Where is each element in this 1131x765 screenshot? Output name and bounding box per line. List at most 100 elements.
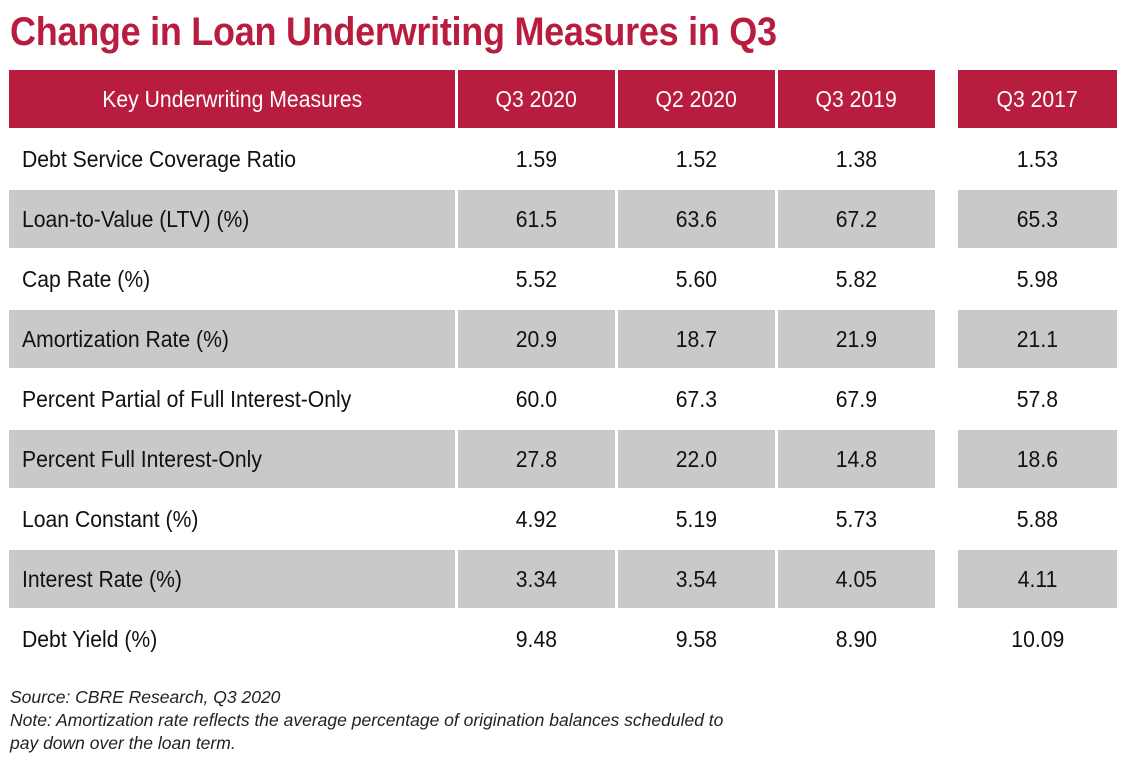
- table-cell-text: 5.73: [835, 505, 878, 532]
- table-cell: 67.3: [618, 370, 775, 428]
- table-cell: 65.3: [958, 190, 1117, 248]
- table-cell: 18.7: [618, 310, 775, 368]
- column-header-0-text: Key Underwriting Measures: [102, 85, 362, 112]
- column-header-2: Q2 2020: [618, 70, 775, 128]
- table-cell: 8.90: [778, 610, 935, 668]
- table-cell-text: 27.8: [515, 445, 558, 472]
- table-cell-text: 3.34: [515, 565, 558, 592]
- table-cell-text: 9.58: [675, 625, 718, 652]
- table-cell: 1.53: [958, 130, 1117, 188]
- table-cell: 21.1: [958, 310, 1117, 368]
- table-cell-text: 22.0: [675, 445, 718, 472]
- column-header-4: Q3 2017: [958, 70, 1117, 128]
- table-cell-text: 4.05: [835, 565, 878, 592]
- table-cell-text: 5.60: [675, 265, 718, 292]
- table-cell: 1.38: [778, 130, 935, 188]
- column-header-0: Key Underwriting Measures: [9, 70, 455, 128]
- row-label-text: Percent Full Interest-Only: [22, 445, 262, 472]
- table-cell: 5.82: [778, 250, 935, 308]
- column-header-4-text: Q3 2017: [996, 85, 1079, 112]
- table-cell: 67.9: [778, 370, 935, 428]
- table-cell: 22.0: [618, 430, 775, 488]
- table-cell-text: 60.0: [515, 385, 558, 412]
- row-label-text: Percent Partial of Full Interest-Only: [22, 385, 352, 412]
- column-header-1-text: Q3 2020: [495, 85, 578, 112]
- table-cell-text: 21.9: [835, 325, 878, 352]
- table-cell-text: 67.2: [835, 205, 878, 232]
- table-cell-text: 61.5: [515, 205, 558, 232]
- row-label: Interest Rate (%): [9, 550, 455, 608]
- table-cell: 4.11: [958, 550, 1117, 608]
- row-label: Cap Rate (%): [9, 250, 455, 308]
- footnote-line-1: Note: Amortization rate reflects the ave…: [10, 710, 724, 730]
- table-cell: 20.9: [458, 310, 615, 368]
- table-cell: 61.5: [458, 190, 615, 248]
- row-label: Debt Yield (%): [9, 610, 455, 668]
- chart-title: Change in Loan Underwriting Measures in …: [10, 10, 777, 54]
- table-cell: 10.09: [958, 610, 1117, 668]
- table-cell: 5.73: [778, 490, 935, 548]
- column-header-3-text: Q3 2019: [815, 85, 898, 112]
- table-cell-text: 8.90: [835, 625, 878, 652]
- row-label: Debt Service Coverage Ratio: [9, 130, 455, 188]
- row-label-text: Amortization Rate (%): [22, 325, 229, 352]
- table-cell: 9.58: [618, 610, 775, 668]
- table-cell-text: 18.7: [675, 325, 718, 352]
- table-cell-text: 14.8: [835, 445, 878, 472]
- column-header-2-text: Q2 2020: [655, 85, 738, 112]
- table-cell-text: 1.59: [515, 145, 558, 172]
- row-label: Percent Partial of Full Interest-Only: [9, 370, 455, 428]
- table-cell-text: 1.52: [675, 145, 718, 172]
- table-cell-text: 1.53: [1016, 145, 1059, 172]
- table-cell-text: 21.1: [1016, 325, 1059, 352]
- table-cell: 5.52: [458, 250, 615, 308]
- table-cell-text: 5.88: [1016, 505, 1059, 532]
- table-cell-text: 67.9: [835, 385, 878, 412]
- row-label-text: Debt Yield (%): [22, 625, 158, 652]
- table-cell-text: 5.19: [675, 505, 718, 532]
- table-cell-text: 9.48: [515, 625, 558, 652]
- table-cell: 57.8: [958, 370, 1117, 428]
- row-label-text: Loan Constant (%): [22, 505, 199, 532]
- table-cell: 4.92: [458, 490, 615, 548]
- table-cell-text: 4.11: [1017, 565, 1058, 592]
- table-cell: 60.0: [458, 370, 615, 428]
- table-cell: 5.60: [618, 250, 775, 308]
- table-cell-text: 57.8: [1016, 385, 1059, 412]
- row-label-text: Interest Rate (%): [22, 565, 182, 592]
- row-label: Loan-to-Value (LTV) (%): [9, 190, 455, 248]
- table-cell: 27.8: [458, 430, 615, 488]
- footnote-line-2: pay down over the loan term.: [10, 733, 236, 753]
- table-cell: 67.2: [778, 190, 935, 248]
- table-cell: 5.98: [958, 250, 1117, 308]
- table-cell: 63.6: [618, 190, 775, 248]
- row-label: Loan Constant (%): [9, 490, 455, 548]
- table-cell: 4.05: [778, 550, 935, 608]
- column-header-3: Q3 2019: [778, 70, 935, 128]
- table-cell: 5.19: [618, 490, 775, 548]
- table-cell: 9.48: [458, 610, 615, 668]
- table-cell-text: 67.3: [675, 385, 718, 412]
- table-cell: 1.59: [458, 130, 615, 188]
- row-label-text: Loan-to-Value (LTV) (%): [22, 205, 250, 232]
- table-cell: 18.6: [958, 430, 1117, 488]
- table-cell-text: 1.38: [835, 145, 878, 172]
- column-header-1: Q3 2020: [458, 70, 615, 128]
- table-cell: 3.54: [618, 550, 775, 608]
- table-cell: 14.8: [778, 430, 935, 488]
- table-cell-text: 3.54: [675, 565, 718, 592]
- table-cell-text: 10.09: [1011, 625, 1064, 652]
- underwriting-table: Key Underwriting Measures Q3 2020 Q2 2020 Q…: [9, 70, 1117, 668]
- table-cell-text: 63.6: [675, 205, 718, 232]
- table-cell-text: 5.52: [515, 265, 558, 292]
- table-cell-text: 5.98: [1016, 265, 1059, 292]
- row-label: Percent Full Interest-Only: [9, 430, 455, 488]
- table-cell-text: 20.9: [515, 325, 558, 352]
- row-label-text: Cap Rate (%): [22, 265, 151, 292]
- row-label-text: Debt Service Coverage Ratio: [22, 145, 297, 172]
- table-cell-text: 18.6: [1016, 445, 1059, 472]
- table-cell: 1.52: [618, 130, 775, 188]
- table-cell-text: 4.92: [515, 505, 558, 532]
- source-note: Source: CBRE Research, Q3 2020: [10, 687, 281, 707]
- row-label: Amortization Rate (%): [9, 310, 455, 368]
